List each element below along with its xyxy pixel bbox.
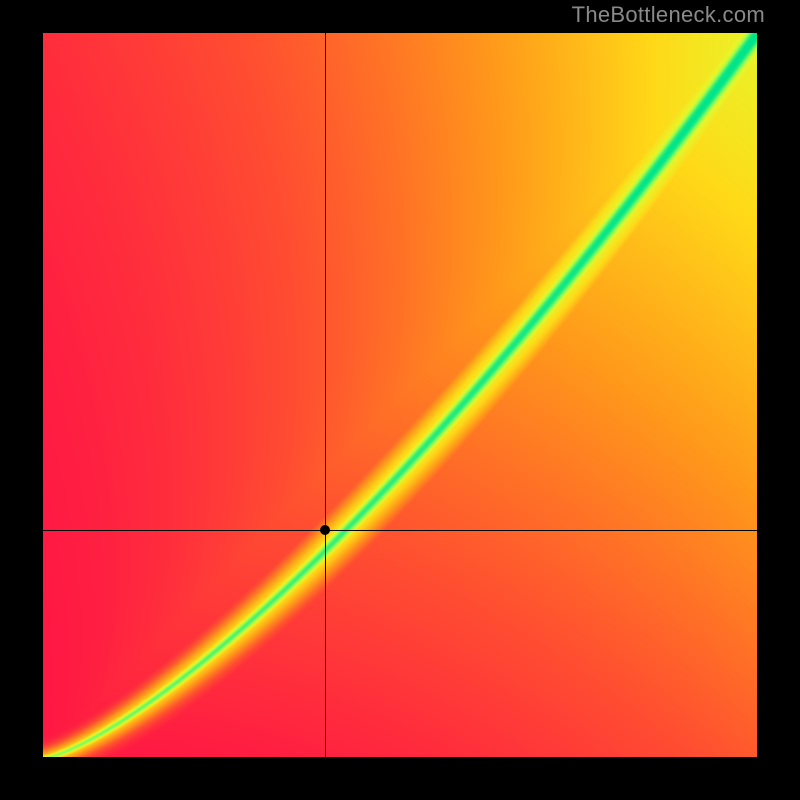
- crosshair-point: [320, 525, 330, 535]
- chart-container: TheBottleneck.com: [0, 0, 800, 800]
- crosshair-horizontal: [40, 530, 760, 531]
- plot-frame: [40, 30, 760, 760]
- crosshair-vertical: [325, 30, 326, 760]
- heatmap-canvas: [40, 30, 760, 760]
- watermark-text: TheBottleneck.com: [572, 2, 765, 28]
